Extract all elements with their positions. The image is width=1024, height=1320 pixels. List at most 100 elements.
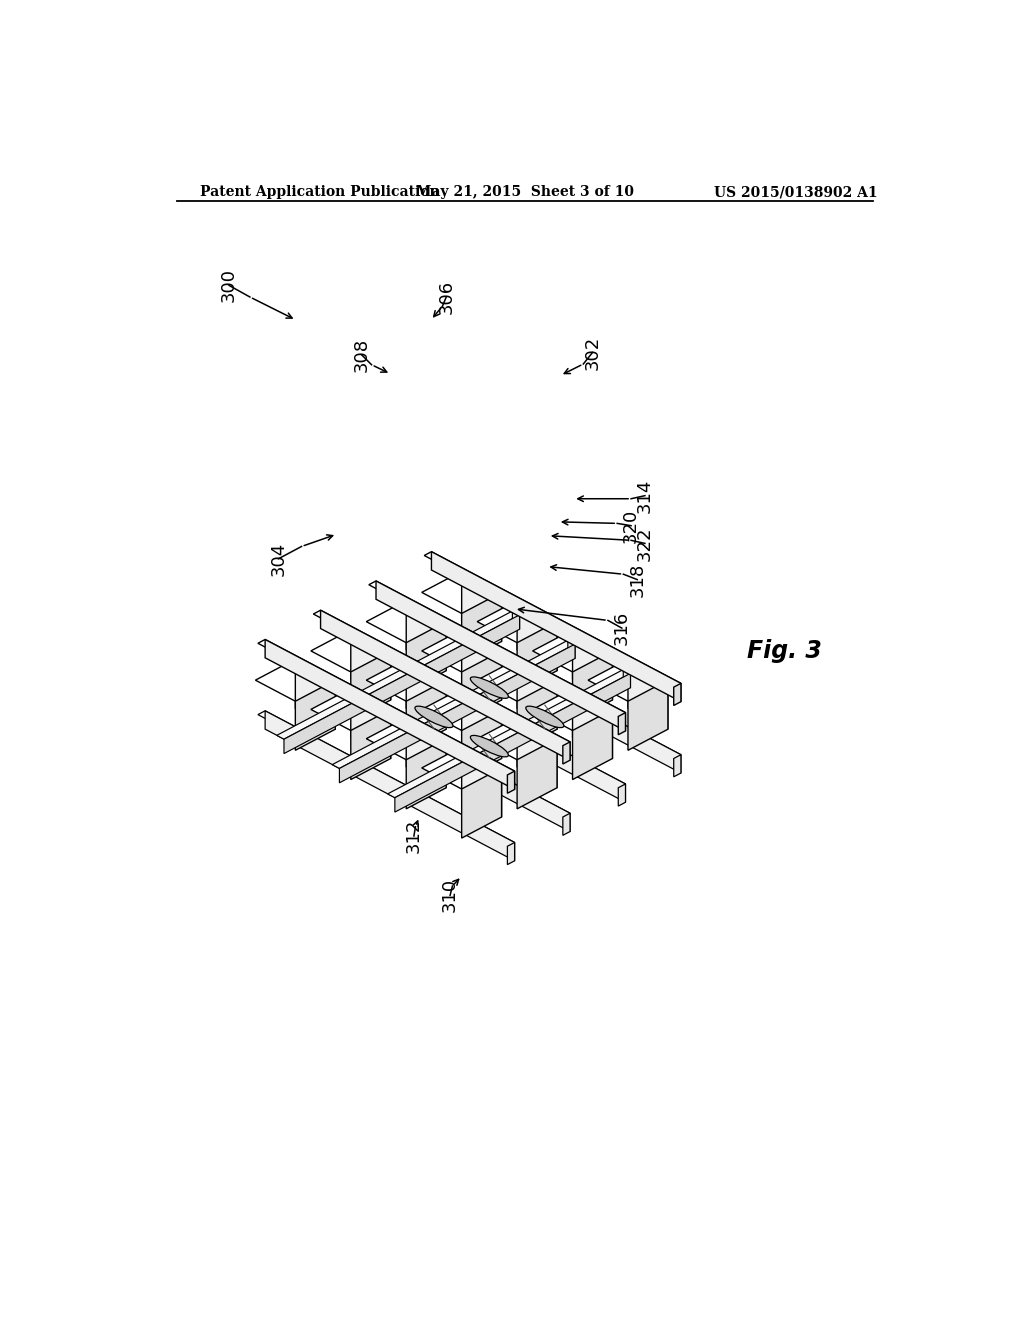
Polygon shape	[563, 813, 570, 836]
Polygon shape	[462, 768, 502, 838]
Polygon shape	[367, 718, 446, 760]
Polygon shape	[462, 747, 502, 817]
Polygon shape	[369, 581, 626, 717]
Text: 304: 304	[269, 541, 288, 576]
Text: 314: 314	[636, 478, 654, 513]
Polygon shape	[517, 659, 557, 729]
Polygon shape	[462, 688, 502, 759]
Polygon shape	[462, 572, 502, 642]
Text: 300: 300	[220, 268, 239, 302]
Text: 312: 312	[404, 818, 423, 853]
Polygon shape	[422, 747, 502, 789]
Polygon shape	[532, 630, 612, 672]
Polygon shape	[367, 659, 446, 701]
Polygon shape	[431, 623, 681, 774]
Polygon shape	[407, 718, 446, 788]
Polygon shape	[407, 622, 446, 692]
Ellipse shape	[525, 706, 564, 727]
Polygon shape	[628, 680, 668, 750]
Polygon shape	[407, 680, 446, 750]
Polygon shape	[517, 718, 557, 788]
Polygon shape	[255, 659, 335, 701]
Polygon shape	[376, 652, 626, 803]
Polygon shape	[376, 581, 626, 731]
Polygon shape	[265, 710, 515, 861]
Polygon shape	[618, 713, 626, 735]
Polygon shape	[351, 651, 391, 721]
Polygon shape	[462, 593, 502, 663]
Text: 318: 318	[628, 562, 646, 597]
Polygon shape	[258, 710, 515, 846]
Polygon shape	[295, 659, 335, 729]
Polygon shape	[563, 742, 570, 764]
Polygon shape	[407, 601, 446, 671]
Polygon shape	[321, 681, 570, 832]
Text: 302: 302	[584, 335, 601, 370]
Polygon shape	[477, 718, 557, 760]
Polygon shape	[407, 739, 446, 809]
Polygon shape	[674, 755, 681, 777]
Polygon shape	[477, 601, 557, 643]
Polygon shape	[512, 611, 519, 630]
Polygon shape	[462, 630, 502, 700]
Polygon shape	[588, 659, 668, 701]
Polygon shape	[568, 640, 575, 659]
Polygon shape	[628, 659, 668, 729]
Polygon shape	[517, 601, 557, 671]
Text: 316: 316	[612, 611, 631, 645]
Polygon shape	[517, 680, 557, 750]
Polygon shape	[367, 601, 446, 643]
Text: 320: 320	[622, 508, 640, 543]
Text: May 21, 2015  Sheet 3 of 10: May 21, 2015 Sheet 3 of 10	[416, 185, 634, 199]
Polygon shape	[618, 784, 626, 807]
Polygon shape	[284, 615, 519, 754]
Polygon shape	[624, 669, 631, 688]
Polygon shape	[424, 623, 681, 759]
Polygon shape	[517, 739, 557, 809]
Text: Fig. 3: Fig. 3	[746, 639, 821, 663]
Polygon shape	[508, 771, 515, 793]
Text: Patent Application Publication: Patent Application Publication	[200, 185, 439, 199]
Polygon shape	[339, 644, 575, 783]
Polygon shape	[572, 630, 612, 700]
Ellipse shape	[470, 677, 508, 698]
Polygon shape	[351, 630, 391, 700]
Polygon shape	[462, 651, 502, 721]
Text: 310: 310	[441, 878, 459, 912]
Ellipse shape	[415, 706, 453, 727]
Polygon shape	[295, 680, 335, 750]
Text: 306: 306	[437, 280, 456, 314]
Polygon shape	[422, 572, 502, 614]
Polygon shape	[517, 622, 557, 692]
Polygon shape	[313, 681, 570, 817]
Polygon shape	[477, 659, 557, 701]
Polygon shape	[572, 651, 612, 721]
Polygon shape	[508, 842, 515, 865]
Polygon shape	[321, 610, 570, 760]
Polygon shape	[258, 639, 515, 775]
Polygon shape	[462, 709, 502, 780]
Ellipse shape	[470, 735, 508, 756]
Text: 322: 322	[636, 527, 654, 561]
Polygon shape	[388, 669, 631, 797]
Polygon shape	[424, 552, 681, 688]
Polygon shape	[532, 688, 612, 730]
Polygon shape	[674, 684, 681, 705]
Polygon shape	[572, 709, 612, 780]
Polygon shape	[572, 688, 612, 759]
Polygon shape	[422, 630, 502, 672]
Text: US 2015/0138902 A1: US 2015/0138902 A1	[714, 185, 878, 199]
Polygon shape	[395, 673, 631, 812]
Polygon shape	[265, 639, 515, 789]
Text: 308: 308	[352, 338, 371, 372]
Polygon shape	[276, 611, 519, 739]
Polygon shape	[311, 688, 391, 730]
Polygon shape	[332, 640, 575, 768]
Polygon shape	[313, 610, 570, 746]
Polygon shape	[311, 630, 391, 672]
Polygon shape	[351, 709, 391, 780]
Polygon shape	[431, 552, 681, 702]
Polygon shape	[369, 652, 626, 788]
Polygon shape	[422, 688, 502, 730]
Polygon shape	[351, 688, 391, 759]
